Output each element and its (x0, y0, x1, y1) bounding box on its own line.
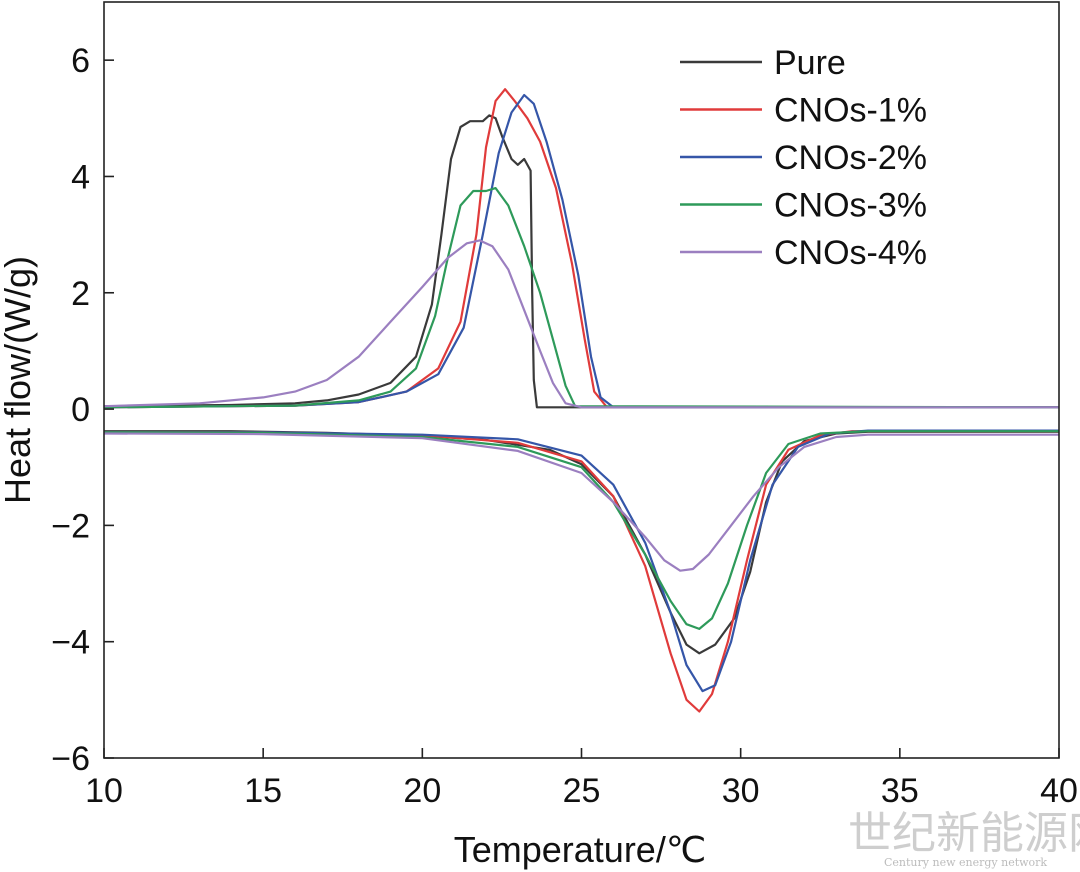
legend-label-cnos-2: CNOs-2% (774, 139, 927, 177)
watermark-sub: Century new energy network (884, 856, 1047, 869)
watermark: 世纪新能源网 Century new energy network (848, 808, 1080, 869)
y-axis-title: Heat flow/(W/g) (0, 256, 38, 504)
x-axis-title: Temperature/℃ (454, 829, 707, 870)
legend: Pure CNOs-1% CNOs-2% CNOs-3% CNOs-4% (680, 44, 927, 272)
series-line-cnos-2-crystallization (104, 93, 1059, 409)
x-tick-label: 20 (403, 772, 441, 810)
legend-label-cnos-1: CNOs-1% (774, 92, 927, 130)
series-line-cnos-1-melting (104, 430, 1059, 713)
y-tick-label: 6 (71, 42, 90, 80)
x-tick-label: 35 (881, 772, 919, 810)
y-tick-label: −2 (51, 507, 90, 545)
x-tick-label: 10 (85, 772, 123, 810)
legend-label-cnos-3: CNOs-3% (774, 187, 927, 225)
y-axis: −6 −4 −2 0 2 4 6 (51, 42, 114, 778)
y-tick-label: 2 (71, 275, 90, 313)
x-tick-label: 40 (1040, 772, 1078, 810)
series-layer (104, 88, 1059, 713)
y-tick-label: −6 (51, 740, 90, 778)
series-line-cnos-2-melting (104, 429, 1059, 693)
x-tick-label: 30 (722, 772, 760, 810)
legend-label-cnos-4: CNOs-4% (774, 234, 927, 272)
x-tick-label: 15 (244, 772, 282, 810)
series-line-cnos-3-crystallization (104, 187, 1059, 409)
series-line-cnos-4-melting (104, 432, 1059, 572)
series-line-pure-melting (104, 430, 1059, 655)
y-tick-label: 4 (71, 158, 90, 196)
x-axis: 10 15 20 25 30 35 40 (85, 748, 1078, 810)
series-line-cnos-3-melting (104, 430, 1059, 630)
watermark-main: 世纪新能源网 (848, 808, 1080, 859)
series-line-cnos-4-crystallization (104, 239, 1059, 409)
y-tick-label: −4 (51, 624, 90, 662)
x-tick-label: 25 (563, 772, 601, 810)
series-line-pure-crystallization (104, 114, 1059, 409)
y-tick-label: 0 (71, 391, 90, 429)
legend-label-pure: Pure (774, 44, 846, 82)
